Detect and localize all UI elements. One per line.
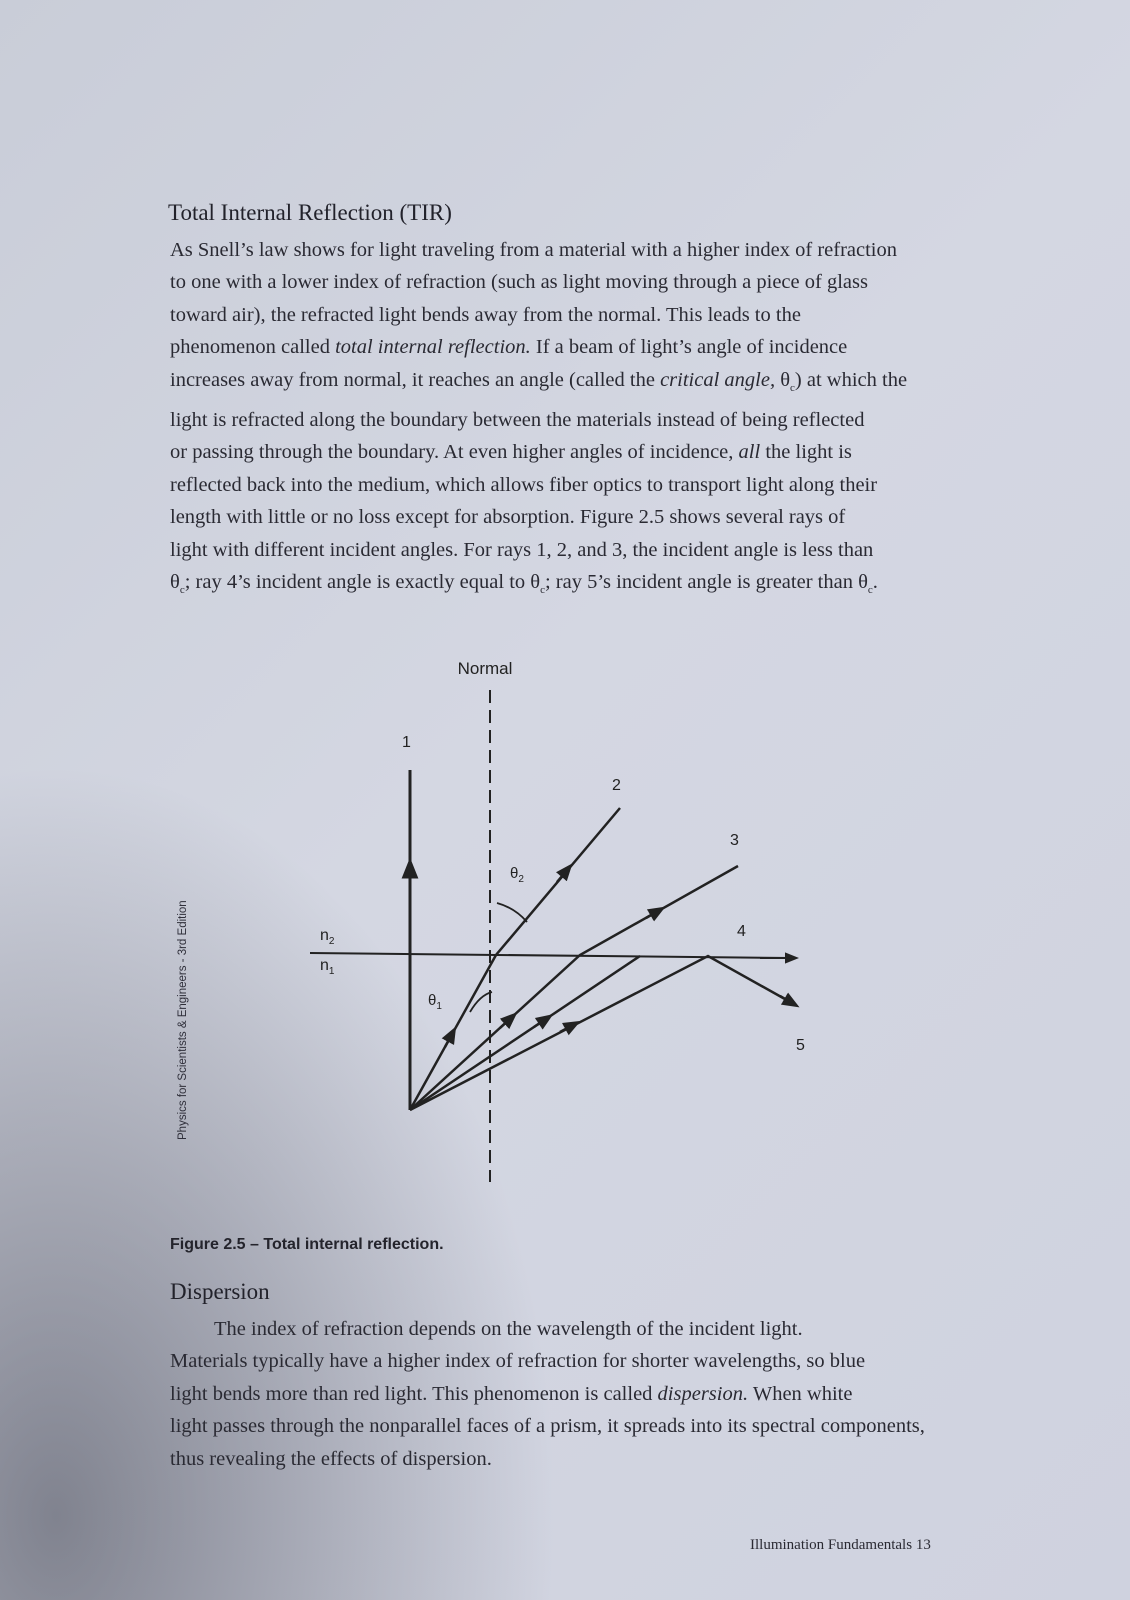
tir-term: total internal reflection. [335,336,531,359]
ray-5 [409,954,793,1112]
ray-5-arrow-in [559,1020,581,1036]
theta1-arc [469,991,493,1013]
ray-label-3: 3 [730,832,739,849]
dispersion-heading: Dispersion [170,1279,270,1304]
boundary-line [309,952,791,959]
tir-line: phenomenon called total internal reflect… [170,336,848,359]
dispersion-line: The index of refraction depends on the w… [214,1318,803,1340]
ray-2-arrow-out [556,863,573,883]
dispersion-term: dispersion. [657,1382,749,1405]
ray-label-5: 5 [796,1037,805,1054]
tir-paragraph: As Snell’s law shows for light traveling… [170,234,970,606]
dispersion-line: light bends more than red light. This ph… [170,1382,853,1405]
ray-label-2: 2 [612,777,621,794]
ray-3-arrow-in [499,1012,518,1030]
ray-2 [408,807,621,1111]
tir-line: or passing through the boundary. At even… [170,441,852,464]
ray-label-4: 4 [737,923,746,940]
ray-label-1: 1 [402,734,411,751]
tir-line: θc; ray 4’s incident angle is exactly eq… [170,571,878,597]
ray-4 [409,954,641,1112]
dispersion-line: light passes through the nonparallel fac… [170,1415,925,1438]
tir-line: light is refracted along the boundary be… [170,409,865,432]
tir-line: reflected back into the medium, which al… [170,473,878,496]
dispersion-line: Materials typically have a higher index … [170,1350,866,1373]
page-footer: Illumination Fundamentals 13 [750,1537,931,1553]
dispersion-line: thus revealing the effects of dispersion… [170,1447,492,1470]
tir-line: increases away from normal, it reaches a… [170,368,908,394]
figure-caption: Figure 2.5 – Total internal reflection. [170,1236,444,1253]
theta2-label: θ2 [510,865,524,885]
tir-heading: Total Internal Reflection (TIR) [168,200,452,225]
tir-line: to one with a lower index of refraction … [170,271,868,294]
normal-label: Normal [458,659,513,678]
ray-3-arrow-out [645,906,666,922]
tir-line: light with different incident angles. Fo… [170,538,874,561]
n1-label: n1 [320,957,335,977]
n2-label: n2 [320,927,335,947]
tir-line: As Snell’s law shows for light traveling… [170,239,897,261]
tir-line: toward air), the refracted light bends a… [170,303,801,326]
dispersion-paragraph: The index of refraction depends on the w… [170,1313,970,1475]
ray-5-arrow-out [779,992,800,1008]
critical-angle-term: critical angle, [660,368,776,391]
tir-line: length with little or no loss except for… [170,506,846,529]
theta1-label: θ1 [428,992,442,1012]
ray-4-arrow-in [533,1014,554,1030]
ray-3 [409,864,739,1111]
ray-2-arrow-in [441,1026,457,1048]
theta2-arc [496,902,528,923]
book-title-sidebar: Physics for Scientists & Engineers - 3rd… [177,900,189,1140]
